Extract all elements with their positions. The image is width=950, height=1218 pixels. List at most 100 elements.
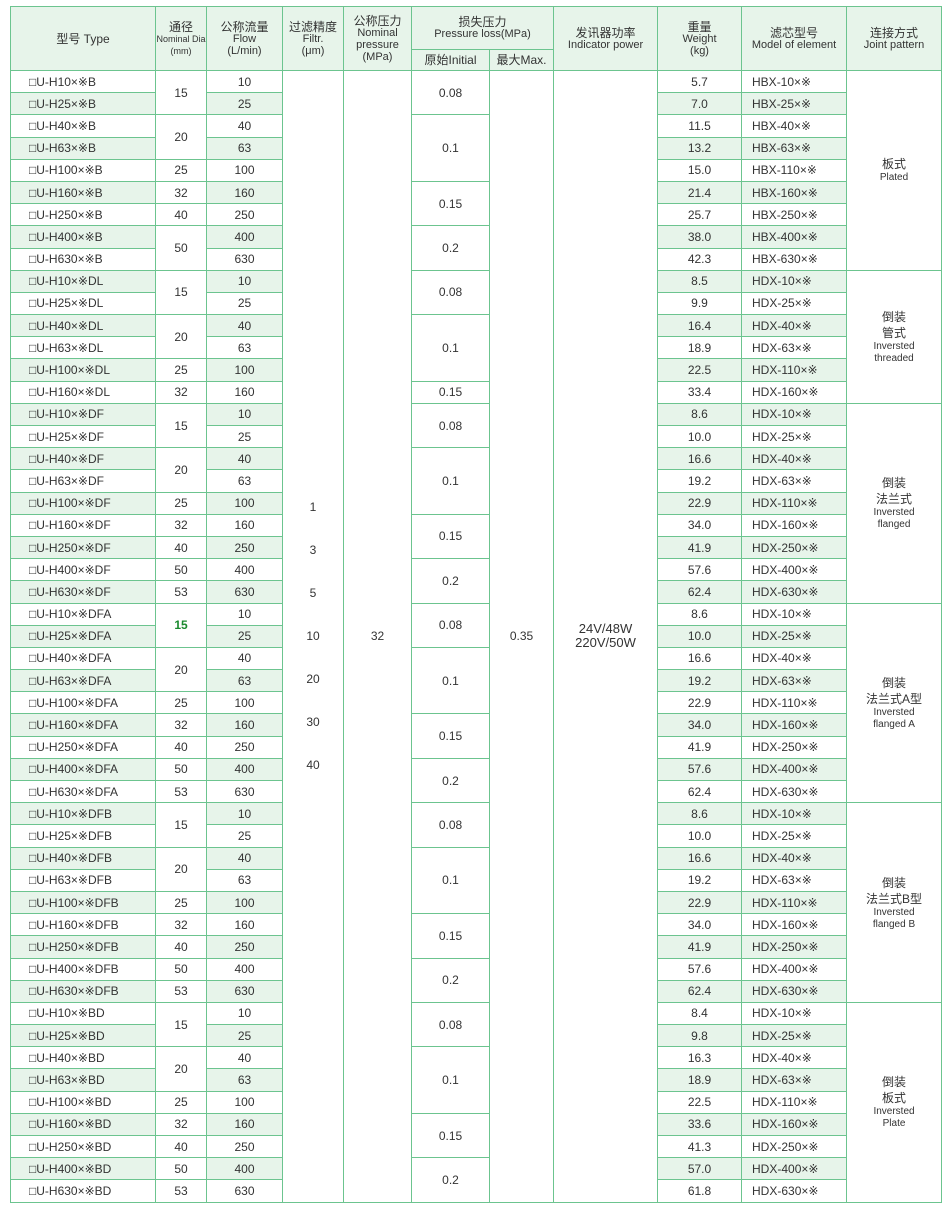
table-row: □U-H400×※DFA 50 400 0.2 57.6 HDX-400×※ [10, 757, 942, 804]
weight-cell: 21.4 [657, 180, 743, 205]
loss-initial-cell: 0.08 [411, 69, 490, 116]
model-cell: HDX-63×※ [741, 669, 848, 693]
flow-cell: 10 [206, 602, 283, 626]
table-row: □U-H160×※DFB 32 160 0.15 34.0 HDX-160×※ [10, 913, 942, 959]
flow-cell: 100 [206, 158, 283, 182]
weight-cell: 16.4 [657, 314, 743, 338]
type-cell: □U-H250×※DF [10, 535, 156, 560]
weight-cell: 33.4 [657, 380, 743, 404]
model-cell: HDX-160×※ [741, 913, 848, 937]
loss-initial-cell: 0.15 [411, 513, 490, 560]
power-value: 24V/48W [578, 621, 633, 637]
table-row: □U-H630×※DF 53 630 62.4 HDX-630×※ [10, 580, 942, 604]
nominal-dia-cell: 20 [155, 314, 207, 360]
flow-cell: 10 [206, 1001, 283, 1026]
model-cell: HDX-630×※ [741, 779, 848, 804]
indicator-power-cell: 24V/48W 220V/50W [553, 70, 659, 1203]
table-row: □U-H63×※DL 63 18.9 HDX-63×※ [10, 336, 942, 360]
nominal-dia-cell: 50 [155, 957, 207, 981]
model-cell: HBX-110×※ [741, 158, 848, 182]
flow-cell: 25 [206, 1024, 283, 1048]
flow-cell: 63 [206, 1068, 283, 1092]
table-row: □U-H630×※DFB 53 630 62.4 HDX-630×※ [10, 979, 942, 1003]
loss-initial-cell: 0.1 [411, 846, 490, 915]
nominal-dia-cell: 40 [155, 535, 207, 560]
model-cell: HBX-25×※ [741, 92, 848, 116]
weight-cell: 34.0 [657, 913, 743, 937]
table-row: □U-H63×※DFA 63 19.2 HDX-63×※ [10, 669, 942, 693]
filtr-cell: 1 3 5 10 20 30 40 [282, 70, 344, 1203]
nominal-dia-cell: 40 [155, 935, 207, 959]
weight-cell: 41.9 [657, 535, 743, 560]
header-filtr: 过滤精度 Filtr. (μm) [282, 6, 344, 71]
flow-cell: 160 [206, 380, 283, 404]
table-row: □U-H10×※DFB 15 10 0.08 8.6 HDX-10×※ 倒装 法兰式B型 Inv… [10, 802, 943, 1003]
table-row: □U-H25×※B 25 7.0 HBX-25×※ [10, 92, 942, 116]
table-row: □U-H100×※DFA 25 100 22.9 HDX-110×※ [10, 691, 942, 715]
joint-pattern-cell: 板式 Plated [846, 70, 943, 271]
table-row: □U-H40×※BD 20 40 0.1 16.3 HDX-40×※ [10, 1046, 942, 1114]
type-cell: □U-H630×※B [10, 247, 156, 271]
flow-cell: 100 [206, 1090, 283, 1114]
type-cell: □U-H63×※DFA [10, 669, 156, 693]
loss-initial-cell: 0.1 [411, 1046, 490, 1114]
model-cell: HDX-25×※ [741, 1024, 848, 1048]
table-row: □U-H630×※DFA 53 630 62.4 HDX-630×※ [10, 779, 942, 804]
table-row: □U-H40×※DFA 20 40 0.1 16.6 HDX-40×※ [10, 646, 942, 715]
table-row: □U-H400×※B 50 400 0.2 38.0 HBX-400×※ [10, 225, 942, 271]
type-cell: □U-H160×※DFB [10, 913, 156, 937]
type-cell: □U-H25×※B [10, 92, 156, 116]
joint-en: threaded [874, 352, 914, 364]
nominal-dia-cell: 25 [155, 158, 207, 182]
model-cell: HDX-40×※ [741, 447, 848, 471]
joint-cn: 板式 [882, 1091, 907, 1106]
type-cell: □U-H160×※DL [10, 380, 156, 404]
weight-cell: 22.9 [657, 691, 743, 715]
model-cell: HDX-400×※ [741, 957, 848, 981]
weight-cell: 57.6 [657, 957, 743, 981]
type-cell: □U-H40×※B [10, 114, 156, 138]
nominal-dia-cell: 32 [155, 1112, 207, 1137]
table-row: □U-H10×※DF 15 10 0.08 8.6 HDX-10×※ 倒装 法兰式 Invers… [10, 402, 943, 604]
joint-pattern-cell: 倒装 法兰式B型 Inversted flanged B [846, 802, 943, 1003]
header-dia: 通径 Nominal Dia (mm) [155, 6, 207, 71]
nominal-dia-cell: 53 [155, 1179, 207, 1203]
type-cell: □U-H25×※DFB [10, 824, 156, 848]
flow-cell: 400 [206, 757, 283, 782]
loss-initial-cell: 0.1 [411, 314, 490, 382]
flow-cell: 25 [206, 92, 283, 116]
weight-cell: 22.9 [657, 890, 743, 915]
type-cell: □U-H630×※DFB [10, 979, 156, 1003]
table-row: □U-H400×※DF 50 400 0.2 57.6 HDX-400×※ [10, 558, 942, 604]
nominal-dia-cell: 32 [155, 180, 207, 205]
flow-cell: 160 [206, 180, 283, 205]
nominal-dia-cell: 25 [155, 890, 207, 915]
model-cell: HDX-10×※ [741, 269, 848, 293]
loss-initial-cell: 0.15 [411, 380, 490, 404]
weight-cell: 10.0 [657, 824, 743, 848]
nominal-dia-cell: 15 [155, 69, 207, 116]
weight-cell: 41.9 [657, 935, 743, 959]
flow-cell: 63 [206, 868, 283, 892]
type-cell: □U-H630×※BD [10, 1179, 156, 1203]
table-row: □U-H160×※BD 32 160 0.15 33.6 HDX-160×※ [10, 1112, 942, 1159]
header-weight: 重量 Weight (kg) [657, 6, 743, 71]
type-cell: □U-H40×※DFA [10, 646, 156, 671]
loss-initial-cell: 0.15 [411, 180, 490, 227]
table-row: □U-H10×※B 15 10 1 3 5 10 20 30 40 32 0.08 0.35 24V/48… [10, 69, 943, 1203]
model-cell: HBX-400×※ [741, 225, 848, 249]
flow-cell: 630 [206, 247, 283, 271]
nominal-dia-cell: 32 [155, 513, 207, 537]
model-cell: HDX-10×※ [741, 602, 848, 626]
joint-en: Inversted [873, 1106, 915, 1118]
nominal-dia-cell: 15 [155, 802, 207, 848]
model-cell: HDX-630×※ [741, 979, 848, 1003]
weight-cell: 34.0 [657, 513, 743, 537]
table-row: □U-H160×※DF 32 160 0.15 34.0 HDX-160×※ [10, 513, 942, 560]
model-cell: HDX-250×※ [741, 735, 848, 759]
type-cell: □U-H63×※DL [10, 336, 156, 360]
type-cell: □U-H400×※BD [10, 1157, 156, 1181]
joint-en: Inversted [873, 507, 915, 519]
weight-cell: 19.2 [657, 469, 743, 493]
type-cell: □U-H250×※DFB [10, 935, 156, 959]
